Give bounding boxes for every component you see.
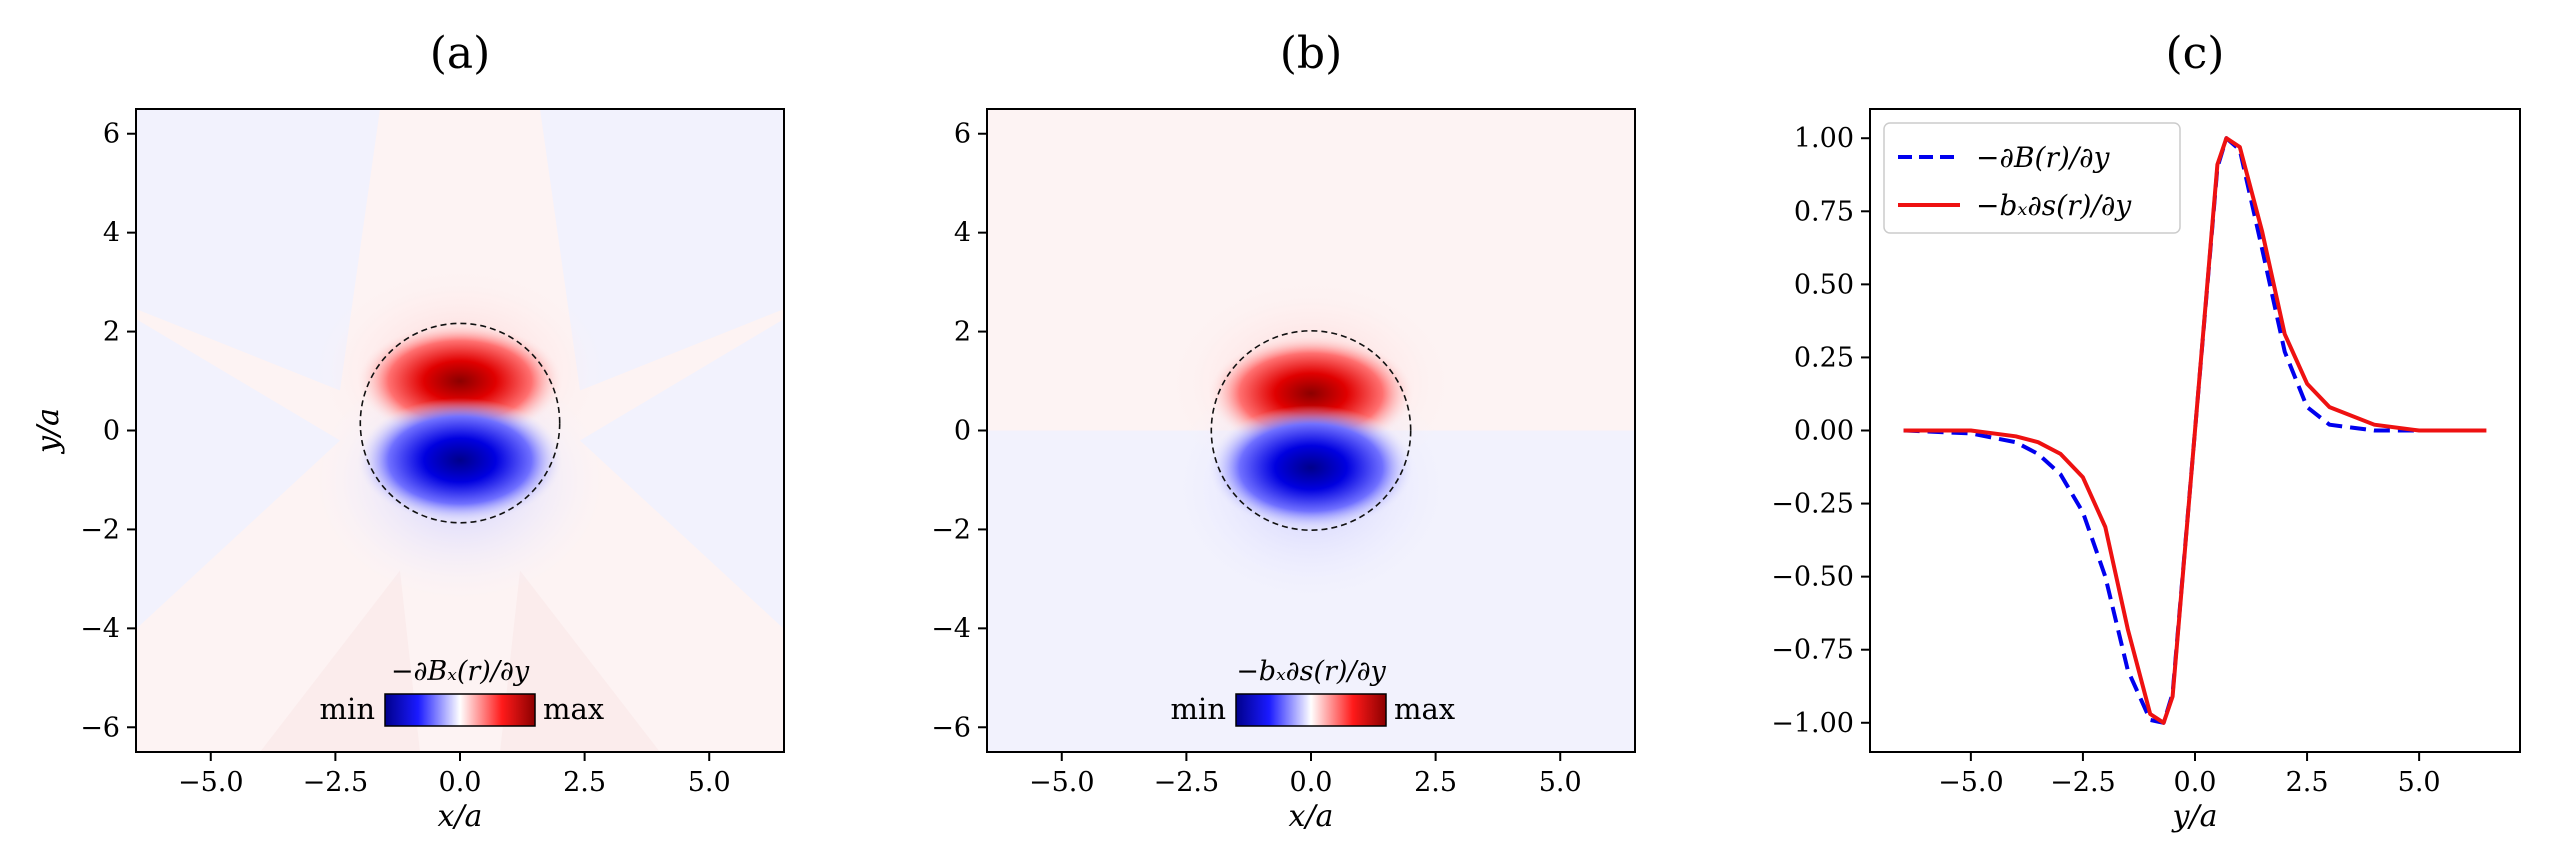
panel-title: (a) xyxy=(430,28,491,79)
x-axis-label: x/a xyxy=(438,799,483,834)
colorbar xyxy=(384,693,536,727)
y-tick-label: 0.25 xyxy=(1794,342,1854,373)
series-line-2 xyxy=(1903,136,2487,725)
panel-title: (c) xyxy=(2166,28,2225,79)
panel-title: (b) xyxy=(1280,28,1343,79)
y-tick-label: 2 xyxy=(103,317,120,348)
negative-lobe xyxy=(1208,405,1414,530)
y-tick-label: 0 xyxy=(954,416,971,447)
x-tick-label: −2.5 xyxy=(1154,767,1220,798)
y-tick-label: −6 xyxy=(80,712,120,743)
colorbar-label: −bₓ∂s(r)/∂y xyxy=(1236,656,1386,687)
background-lobe xyxy=(500,570,660,752)
background-lobe xyxy=(260,570,420,752)
negative-lobe xyxy=(357,397,563,523)
x-tick-label: 0.0 xyxy=(2174,767,2217,798)
y-axis-label: y/a xyxy=(31,408,66,455)
y-tick-label: 4 xyxy=(954,218,971,249)
x-tick-label: 0.0 xyxy=(439,767,482,798)
x-tick-label: 2.5 xyxy=(2286,767,2329,798)
y-tick-label: 0.50 xyxy=(1794,269,1854,300)
x-tick-label: −2.5 xyxy=(303,767,369,798)
heatmap-field xyxy=(136,109,784,752)
x-tick-label: 5.0 xyxy=(1539,767,1582,798)
y-tick-label: 0 xyxy=(103,416,120,447)
y-tick-label: −2 xyxy=(80,514,120,545)
x-tick-label: 5.0 xyxy=(2398,767,2441,798)
heatmap-field xyxy=(987,109,1635,752)
y-tick-label: 1.00 xyxy=(1794,123,1854,154)
y-tick-label: 0.00 xyxy=(1794,416,1854,447)
y-tick-label: −0.25 xyxy=(1771,489,1854,520)
colorbar-min-label: min xyxy=(1171,692,1226,726)
background-lobe xyxy=(136,319,340,629)
x-tick-label: −5.0 xyxy=(1938,767,2004,798)
y-tick-label: 2 xyxy=(954,317,971,348)
y-tick-label: −4 xyxy=(80,613,120,644)
x-tick-label: 2.5 xyxy=(1414,767,1457,798)
y-tick-label: 0.75 xyxy=(1794,196,1854,227)
colorbar-max-label: max xyxy=(543,692,604,726)
x-tick-label: −5.0 xyxy=(1029,767,1095,798)
legend-label-2: −bₓ∂s(r)/∂y xyxy=(1976,189,2132,222)
background-lobe xyxy=(540,109,784,391)
x-tick-label: −2.5 xyxy=(2050,767,2116,798)
y-axis-label: y/a xyxy=(31,408,66,455)
dashed-circle xyxy=(1210,330,1412,531)
y-tick-label: −4 xyxy=(931,613,971,644)
line-series-group xyxy=(1903,136,2487,725)
y-tick-label: −0.50 xyxy=(1771,562,1854,593)
colorbar-max-label: max xyxy=(1394,692,1455,726)
colorbar-label: −∂Bₓ(r)/∂y xyxy=(391,656,530,687)
background-lobe xyxy=(580,319,784,629)
y-tick-label: −6 xyxy=(931,712,971,743)
panel-b: −bₓ∂s(r)/∂y min max −5.0 −2.5 0.0 2.5 5.0 −6 −4 −2… xyxy=(31,28,1636,834)
y-tick-label: −0.75 xyxy=(1771,635,1854,666)
y-tick-label: 6 xyxy=(954,119,971,150)
x-axis-label: x/a xyxy=(1289,799,1334,834)
y-tick-label: −1.00 xyxy=(1771,708,1854,739)
panel-c: −5.0 −2.5 0.0 2.5 5.0 −1.00 −0.75 −0.50 −0.25 0.0… xyxy=(1771,28,2521,834)
x-tick-label: 2.5 xyxy=(563,767,606,798)
y-tick-label: 4 xyxy=(103,218,120,249)
y-tick-label: 6 xyxy=(103,119,120,150)
x-tick-label: 5.0 xyxy=(688,767,731,798)
x-axis-label: y/a xyxy=(2171,799,2218,834)
colorbar-min-label: min xyxy=(320,692,375,726)
dashed-circle xyxy=(359,322,561,524)
background-lobe xyxy=(136,109,380,391)
panel-a: −∂Bₓ(r)/∂y min max −5.0 −2.5 0.0 2.5 5.0 −6 −4 −2 0… xyxy=(31,28,785,834)
y-tick-label: −2 xyxy=(931,514,971,545)
legend-label-1: −∂B(r)/∂y xyxy=(1976,141,2111,174)
x-tick-label: −5.0 xyxy=(178,767,244,798)
x-tick-label: 0.0 xyxy=(1290,767,1333,798)
colorbar xyxy=(1235,693,1387,727)
